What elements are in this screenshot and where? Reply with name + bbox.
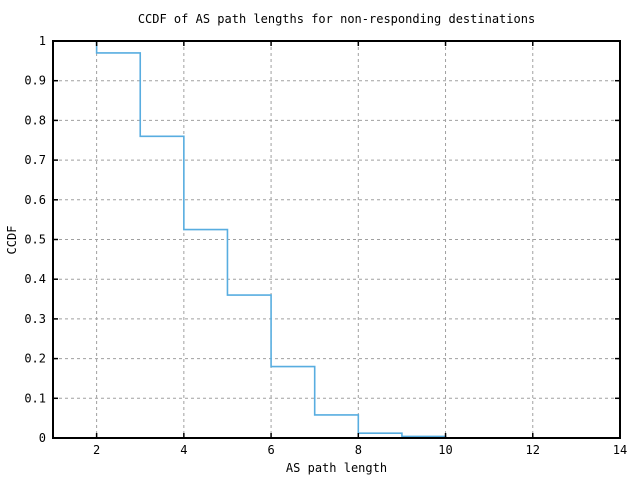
x-tick-label: 2: [93, 443, 100, 457]
y-tick-label: 0.6: [24, 193, 46, 207]
y-tick-label: 0.7: [24, 153, 46, 167]
y-tick-label: 0.8: [24, 113, 46, 127]
y-tick-label: 0: [39, 431, 46, 445]
x-tick-label: 14: [613, 443, 627, 457]
x-tick-label: 4: [180, 443, 187, 457]
y-tick-label: 0.9: [24, 74, 46, 88]
y-tick-label: 0.2: [24, 352, 46, 366]
chart-title: CCDF of AS path lengths for non-respondi…: [137, 12, 536, 26]
y-tick-label: 1: [39, 34, 46, 48]
y-tick-label: 0.5: [24, 233, 46, 247]
y-tick-label: 0.3: [24, 312, 46, 326]
x-tick-label: 8: [355, 443, 362, 457]
x-tick-label: 12: [526, 443, 540, 457]
x-axis-label: AS path length: [285, 461, 388, 475]
ccdf-step-line: [53, 40, 447, 438]
y-tick-label: 0.4: [24, 272, 46, 286]
x-tick-label: 6: [267, 443, 274, 457]
y-tick-label: 0.1: [24, 391, 46, 405]
y-axis-label: CCDF: [5, 225, 19, 255]
x-tick-label: 10: [438, 443, 452, 457]
